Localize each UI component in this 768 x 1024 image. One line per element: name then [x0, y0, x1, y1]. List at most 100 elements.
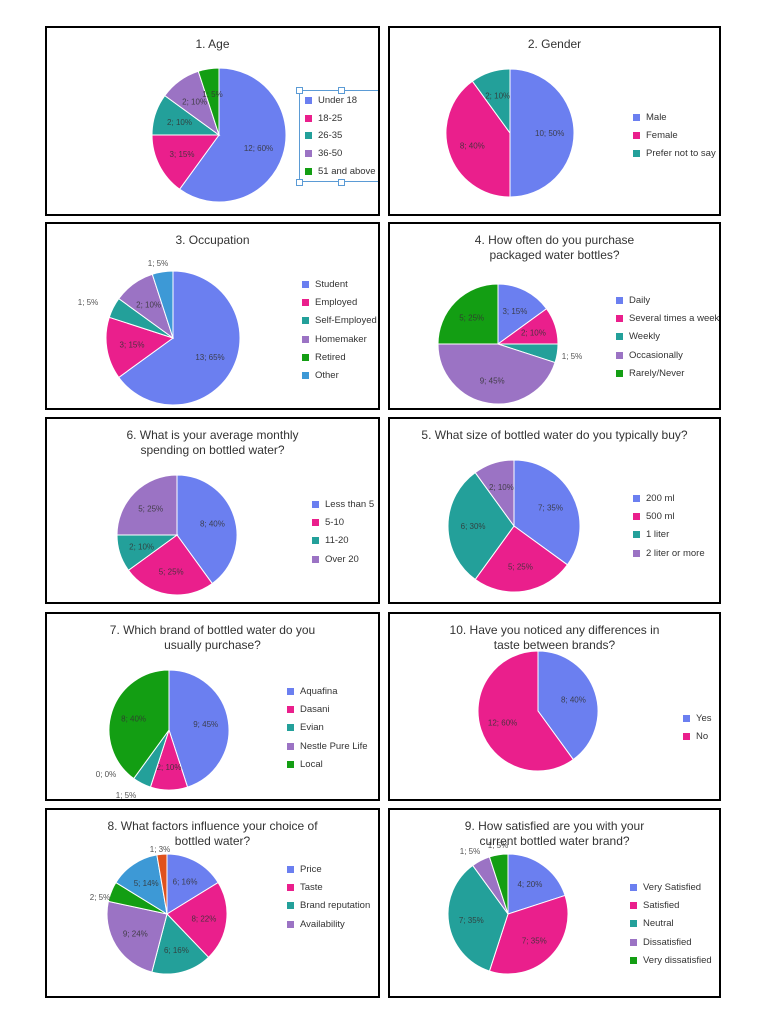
pie-slice: [166, 881, 228, 959]
slice-data-label: 6; 16%: [164, 946, 189, 955]
legend-label: Taste: [300, 881, 323, 893]
legend-swatch: [616, 369, 623, 377]
legend-item: Female: [633, 126, 716, 144]
pie-chart: 9; 45% 2; 10% 1; 5% 0; 0% 8; 40%: [96, 669, 230, 799]
legend-swatch: [312, 537, 319, 545]
legend-item: Yes: [683, 709, 712, 727]
pie-slice: [477, 650, 574, 772]
slice-data-label: 6; 16%: [173, 878, 198, 887]
chart-title: 5. What size of bottled water do you typ…: [421, 428, 688, 442]
legend-swatch: [302, 298, 309, 306]
legend-label: Less than 5: [325, 498, 375, 510]
legend-swatch: [302, 372, 309, 380]
legend-item: 1 liter: [633, 526, 705, 544]
pie-slice: [437, 283, 499, 345]
pie-slice: [151, 134, 220, 190]
pie-slice: [178, 67, 287, 203]
legend-swatch: [287, 902, 294, 910]
legend-swatch: [287, 883, 294, 891]
slice-data-label: 2; 10%: [485, 91, 510, 100]
legend-item: Occasionally: [616, 346, 719, 364]
legend-item: Male: [633, 108, 716, 126]
slice-data-label: 5; 25%: [508, 562, 533, 571]
slice-data-label: 1; 5%: [202, 90, 222, 99]
legend-resize-handle[interactable]: [338, 179, 345, 186]
pie-slice: [474, 525, 569, 593]
slice-data-label: 8; 40%: [200, 520, 225, 529]
legend-label: Self-Employed: [315, 315, 377, 327]
pie-slice: [168, 669, 230, 788]
legend-item: No: [683, 727, 712, 745]
chart-title: 8. What factors influence your choice of…: [107, 819, 318, 848]
legend-resize-handle[interactable]: [338, 87, 345, 94]
slice-data-label: 1; 3%: [150, 845, 170, 854]
legend-label: Neutral: [643, 918, 674, 930]
legend-item: Brand reputation: [287, 897, 370, 915]
slice-data-label: 12; 60%: [244, 144, 273, 153]
chart-panel-brand: 7. Which brand of bottled water do you u…: [45, 612, 380, 801]
legend-item: Price: [287, 860, 370, 878]
pie-slice: [127, 534, 213, 596]
legend-swatch: [312, 518, 319, 526]
legend-swatch: [633, 531, 640, 539]
chart-panel-monthly-spending: 6. What is your average monthly spending…: [45, 417, 380, 604]
slice-data-label: 13; 65%: [195, 353, 224, 362]
legend-label: No: [696, 730, 709, 742]
legend-swatch: [287, 865, 294, 873]
legend-resize-handle[interactable]: [296, 179, 303, 186]
legend-label: Availability: [300, 918, 345, 930]
legend-item: Neutral: [630, 915, 712, 933]
legend-item: Satisfied: [630, 896, 712, 914]
slice-data-label: 5; 14%: [134, 879, 159, 888]
slice-data-label: 12; 60%: [488, 719, 517, 728]
slice-data-label: 2; 10%: [489, 483, 514, 492]
pie-slice: [437, 343, 556, 405]
legend-item: 5-10: [312, 513, 374, 531]
legend-swatch: [616, 296, 623, 304]
slice-data-label: 8; 40%: [561, 696, 586, 705]
legend-item: Rarely/Never: [616, 364, 719, 382]
slice-data-label: 6; 30%: [461, 522, 486, 531]
legend-swatch: [287, 687, 294, 695]
chart-title: 7. Which brand of bottled water do you u…: [109, 623, 316, 652]
slice-data-label: 8; 22%: [191, 915, 216, 924]
chart-legend[interactable]: Under 18 18-25 26-35 36-50 51 and above: [299, 90, 378, 182]
legend-item: 51 and above: [305, 162, 376, 180]
legend-label: Student: [315, 278, 348, 290]
legend-label: Female: [646, 129, 678, 141]
slice-data-label: 7; 35%: [538, 503, 563, 512]
legend-label: Daily: [629, 294, 651, 306]
legend-swatch: [630, 920, 637, 928]
legend-label: Under 18: [318, 95, 358, 107]
legend-swatch: [633, 113, 640, 121]
pie-slice: [497, 283, 548, 345]
pie-slice: [509, 68, 575, 198]
legend-item: Availability: [287, 915, 370, 933]
chart-panel-gender: 2. Gender 10; 50% 8; 40% 2; 10% Male Female…: [388, 26, 721, 216]
legend-label: Dasani: [300, 703, 330, 715]
legend-swatch: [305, 114, 312, 122]
pie-slice: [156, 853, 168, 915]
slice-data-label: 2; 5%: [90, 893, 110, 902]
legend-label: 51 and above: [318, 165, 376, 177]
slice-data-label: 0; 0%: [96, 770, 116, 779]
legend-item: Nestle Pure Life: [287, 737, 368, 755]
legend-item: Taste: [287, 878, 370, 896]
legend-item: Retired: [302, 348, 377, 366]
pie-slice: [445, 80, 511, 198]
pie-chart: 8; 40% 12; 60%: [477, 650, 599, 772]
pie-chart: 6; 16% 8; 22% 6; 16% 9; 24% 2; 5% 5; 14% 1; 3%: [90, 845, 228, 975]
legend-item: Daily: [616, 291, 719, 309]
legend-swatch: [305, 150, 312, 158]
legend-item: Employed: [302, 293, 377, 311]
slice-data-label: 2; 10%: [157, 763, 182, 772]
slice-data-label: 5; 25%: [459, 314, 484, 323]
legend-swatch: [633, 549, 640, 557]
legend-resize-handle[interactable]: [296, 87, 303, 94]
chart-title: 9. How satisfied are you with your curre…: [464, 819, 645, 848]
slice-data-label: 10; 50%: [535, 129, 564, 138]
legend-item: Dissatisfied: [630, 933, 712, 951]
slice-data-label: 2; 10%: [182, 97, 207, 106]
legend-label: Occasionally: [629, 349, 683, 361]
legend-label: Retired: [315, 351, 346, 363]
